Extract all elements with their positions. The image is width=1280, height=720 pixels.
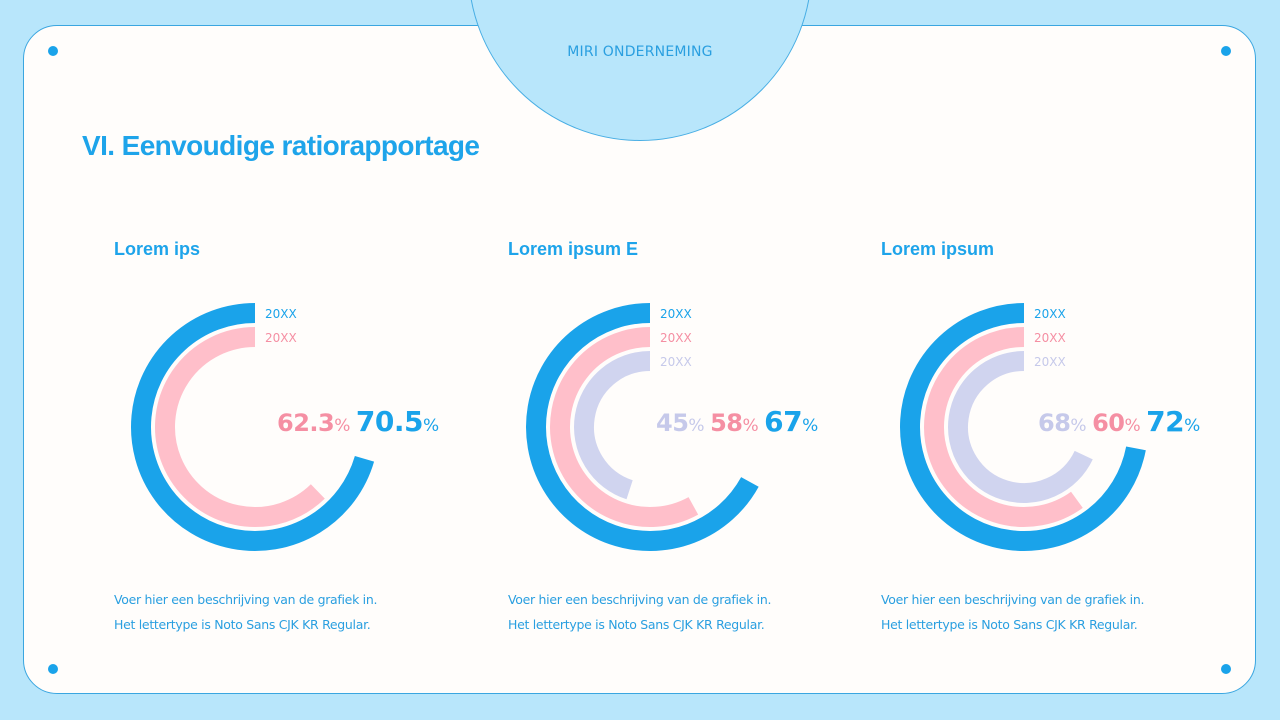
radial-bar-lavender: [948, 351, 1093, 503]
series-year-label: 20XX: [265, 331, 297, 345]
corner-dot: [48, 46, 58, 56]
series-year-label: 20XX: [1034, 307, 1066, 321]
chart-title: Lorem ipsum: [881, 239, 995, 259]
radial-bar-blue: [131, 303, 375, 551]
radial-bar-pink: [924, 327, 1083, 527]
radial-chart: 20XX 20XX 20XX: [900, 303, 1146, 551]
corner-dot: [1221, 46, 1231, 56]
description-line: Het lettertype is Noto Sans CJK KR Regul…: [508, 617, 765, 632]
description-line: Het lettertype is Noto Sans CJK KR Regul…: [881, 617, 1138, 632]
page-title: VI. Eenvoudige ratiorapportage: [82, 130, 480, 161]
value-lavender: 45%: [656, 409, 705, 437]
chart-description: Voer hier een beschrijving van de grafie…: [114, 587, 377, 637]
corner-dot: [48, 664, 58, 674]
chart-values: 68% 60% 72%: [1038, 405, 1200, 438]
radial-bar-pink: [550, 327, 699, 527]
radial-bar-pink: [155, 327, 325, 527]
description-line: Voer hier een beschrijving van de grafie…: [114, 592, 378, 607]
radial-chart: 20XX 20XX: [131, 303, 375, 551]
chart-description: Voer hier een beschrijving van de grafie…: [881, 587, 1144, 637]
value-pink: 58%: [710, 409, 759, 437]
chart-values: 62.3% 70.5%: [277, 405, 439, 438]
chart-description: Voer hier een beschrijving van de grafie…: [508, 587, 771, 637]
series-year-label: 20XX: [660, 307, 692, 321]
radial-chart: 20XX 20XX 20XX: [526, 303, 759, 551]
value-pink: 62.3%: [277, 409, 350, 437]
description-line: Het lettertype is Noto Sans CJK KR Regul…: [114, 617, 371, 632]
value-lavender: 68%: [1038, 409, 1087, 437]
chart-title: Lorem ips: [114, 239, 201, 259]
radial-bar-blue: [526, 303, 759, 551]
value-blue: 70.5%: [355, 405, 439, 438]
value-blue: 67%: [764, 405, 818, 438]
description-line: Voer hier een beschrijving van de grafie…: [881, 592, 1145, 607]
corner-dot: [1221, 664, 1231, 674]
chart-title: Lorem ipsum E: [508, 239, 639, 259]
series-year-label: 20XX: [660, 331, 692, 345]
radial-bar-lavender: [574, 351, 651, 500]
series-year-label: 20XX: [660, 355, 692, 369]
series-year-label: 20XX: [1034, 355, 1066, 369]
series-year-label: 20XX: [1034, 331, 1066, 345]
description-line: Voer hier een beschrijving van de grafie…: [508, 592, 772, 607]
value-blue: 72%: [1146, 405, 1200, 438]
radial-bar-blue: [900, 303, 1146, 551]
series-year-label: 20XX: [265, 307, 297, 321]
chart-values: 45% 58% 67%: [656, 405, 818, 438]
value-pink: 60%: [1092, 409, 1141, 437]
company-name: MIRI ONDERNEMING: [567, 44, 713, 60]
